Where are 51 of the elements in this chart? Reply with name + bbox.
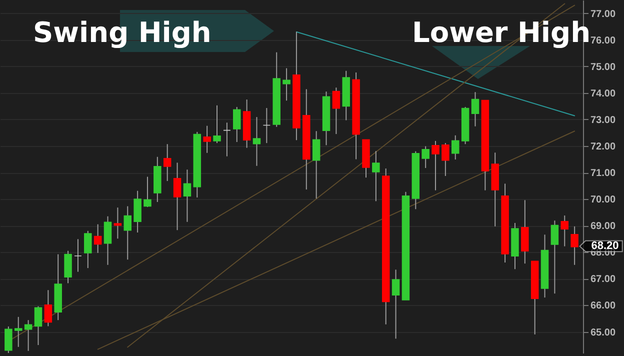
candlestick [163,144,172,182]
y-tick-label: 71.00 [590,168,616,180]
candlestick [282,68,290,102]
candlestick [452,134,460,160]
candlestick [560,215,568,247]
candlestick [233,106,241,142]
candlestick [521,200,529,264]
annotation: Swing High [33,16,212,49]
candlestick [94,224,102,254]
candlestick [213,104,221,144]
y-tick-label: 76.00 [590,35,616,46]
candlestick [74,238,82,272]
candlestick [44,290,52,327]
y-tick-label: 74.00 [590,88,616,100]
annotation: Lower High [412,16,590,49]
candlestick [4,326,12,354]
candlestick [262,108,271,144]
candlestick [422,146,430,169]
candlestick [114,207,122,240]
candlestick [144,176,152,208]
candlestick [14,316,22,348]
candlestick [550,220,559,294]
candlestick [64,250,72,284]
y-tick-label: 70.00 [590,194,616,206]
candlestick [332,87,340,135]
y-tick-label: 73.00 [590,114,616,126]
candlestick [183,169,192,222]
candlestick [223,122,231,157]
candlestick [104,216,112,266]
y-tick-label: 66.00 [590,300,616,312]
candlestick [134,190,142,233]
candlestick [84,230,92,269]
candlestick [24,320,32,352]
candlestick [203,125,211,154]
candlestick [312,130,320,200]
candlestick [432,140,440,191]
candlestick [471,92,480,127]
candlestick [442,142,450,176]
y-tick-label: 72.00 [590,141,616,152]
candlestick [570,226,578,266]
y-tick-label: 65.00 [590,327,616,338]
candlestick [392,269,400,340]
candlestick [34,306,42,346]
candlestick [372,150,380,202]
candlestick [173,162,182,231]
candlestick [252,116,261,166]
y-tick-label: 75.00 [590,62,616,73]
y-tick-label: 77.00 [590,8,616,20]
candlestick [124,206,132,260]
y-tick-label: 69.00 [590,221,616,232]
y-tick-label: 67.00 [590,274,616,286]
